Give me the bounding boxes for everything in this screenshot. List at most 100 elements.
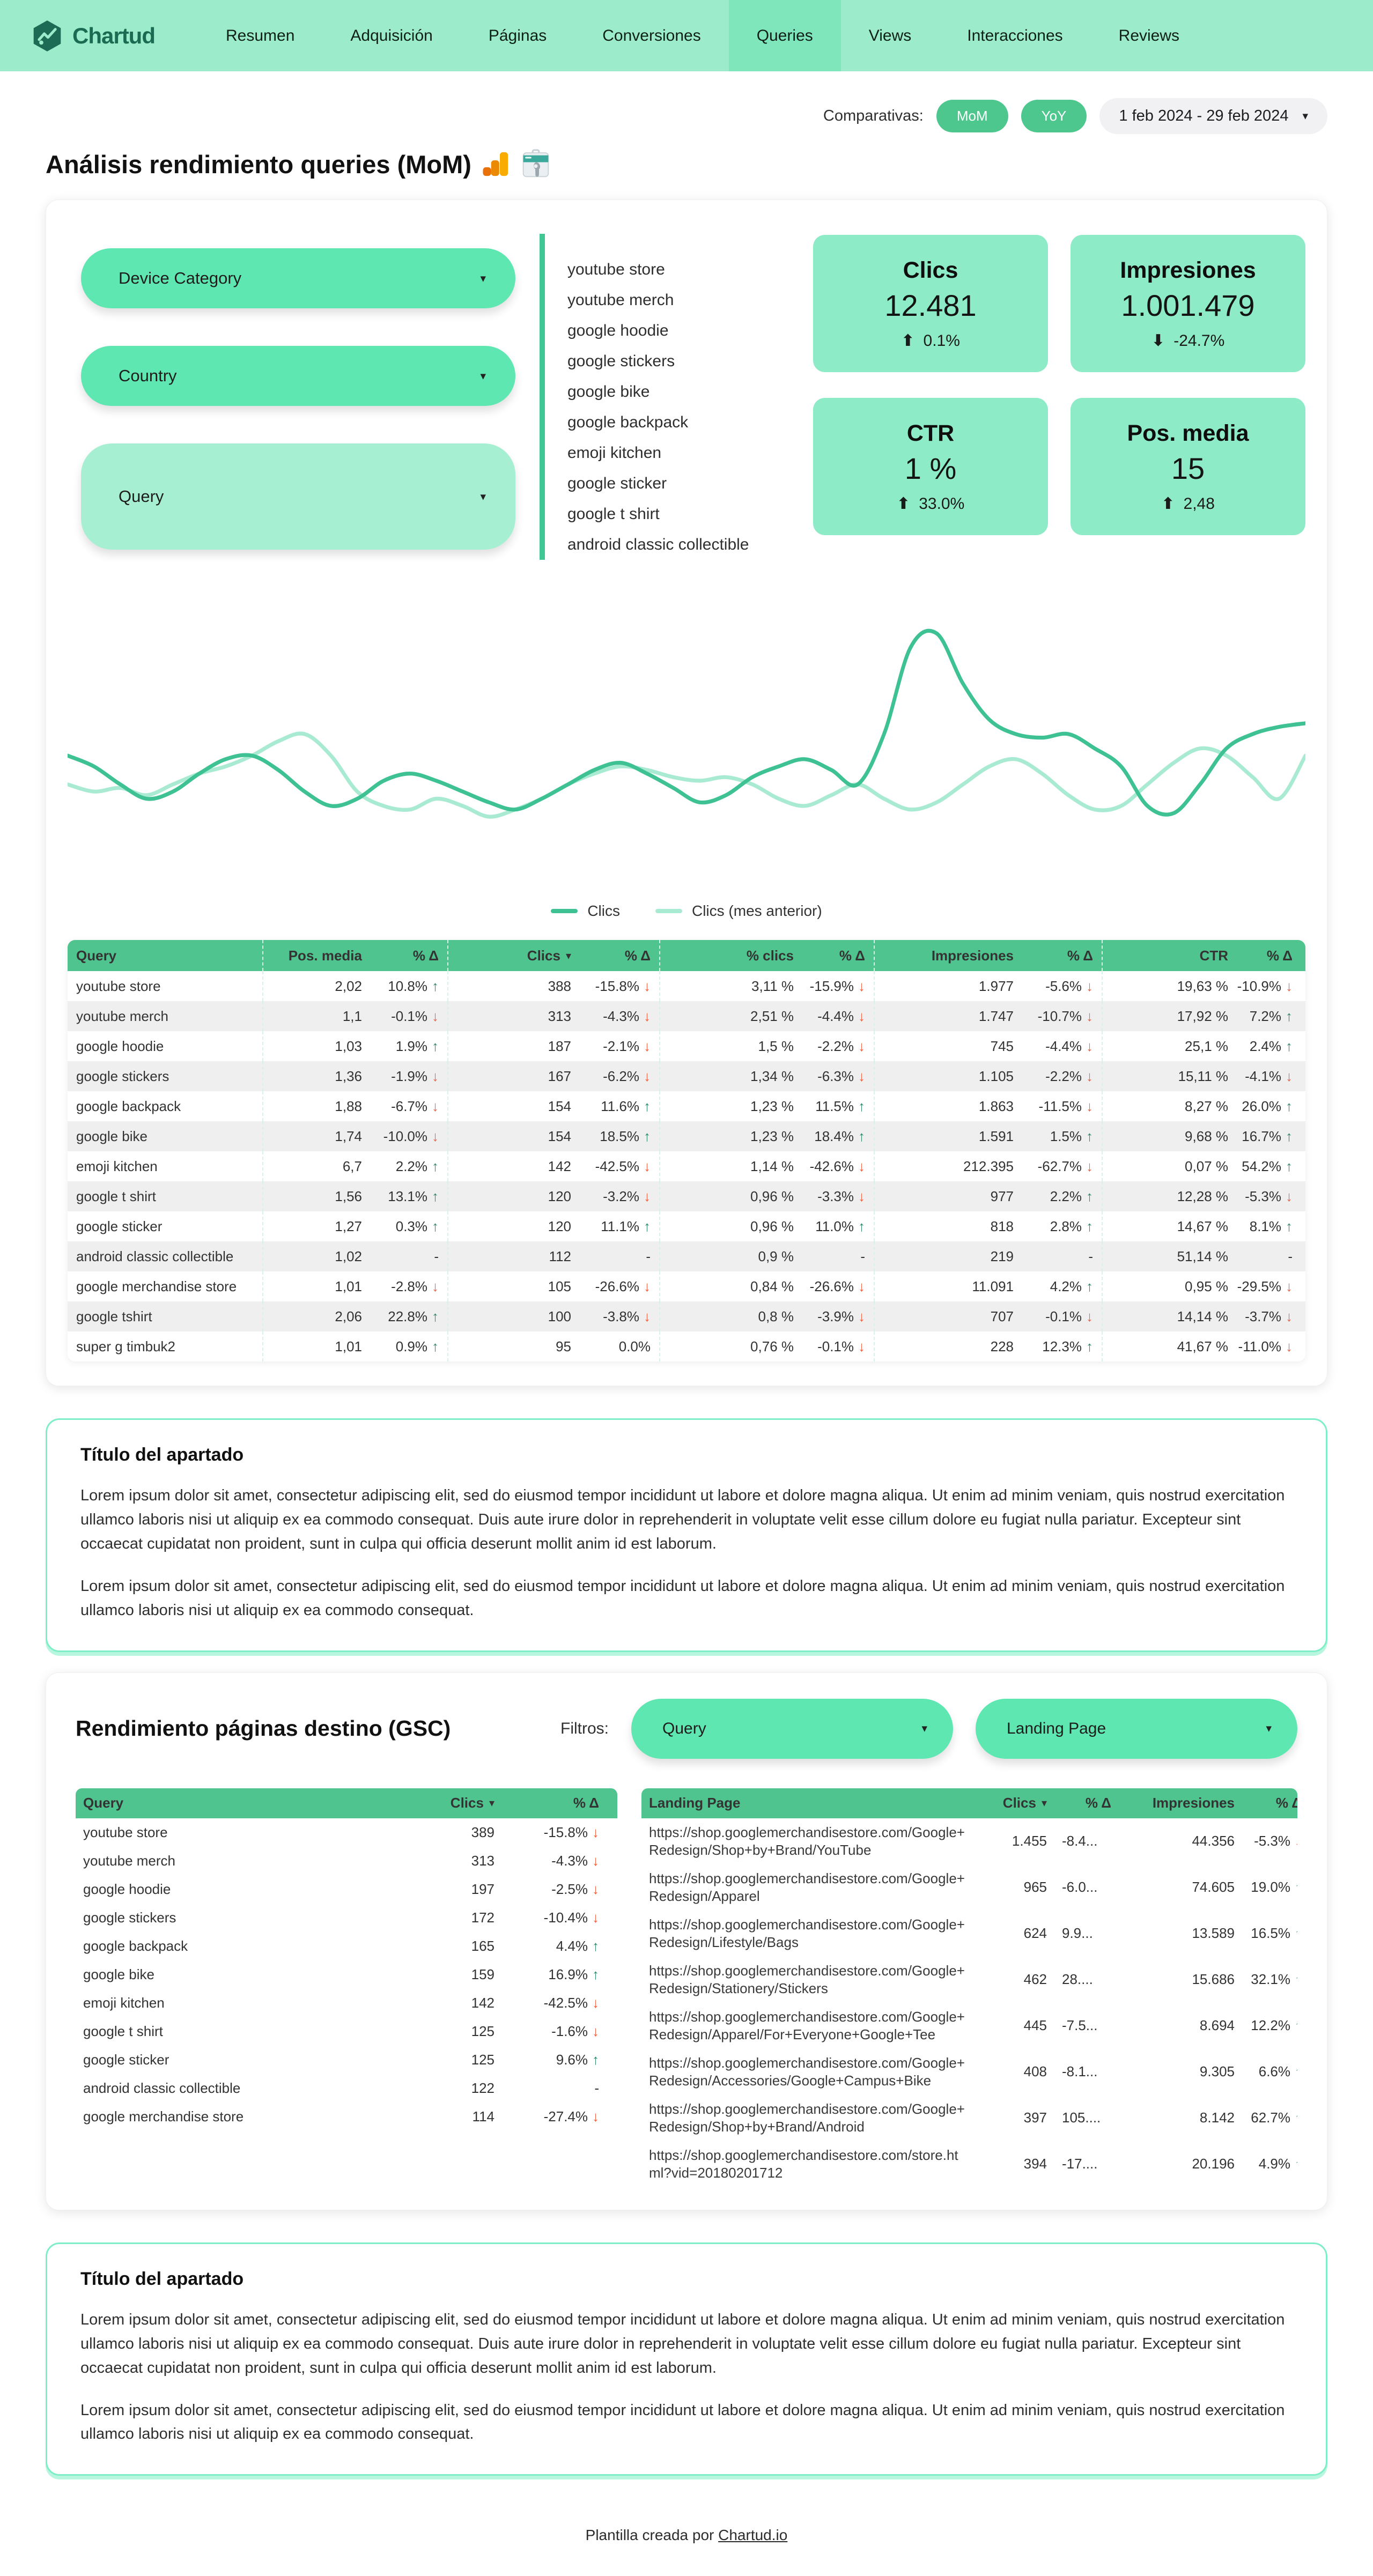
cell: 624 bbox=[1023, 1925, 1047, 1942]
gsc-header-row: Rendimiento páginas destino (GSC) Filtro… bbox=[76, 1698, 1297, 1759]
yoy-button[interactable]: YoY bbox=[1021, 100, 1087, 132]
table-row: https://shop.googlemerchandisestore.com/… bbox=[641, 2049, 1297, 2095]
cell: 9.6% ↑ bbox=[502, 2046, 607, 2074]
delta-value: 11.5% bbox=[815, 1098, 854, 1114]
cell: 8.1% ↑ bbox=[1237, 1211, 1301, 1241]
table-row: youtube store 389 -15.8% ↓ bbox=[76, 1818, 617, 1847]
cell: 14,67 % bbox=[1177, 1218, 1228, 1234]
legend-swatch bbox=[551, 909, 578, 913]
cell: google merchandise store bbox=[83, 2108, 244, 2125]
delta-down-icon: ↓ bbox=[432, 1098, 439, 1114]
cell: 11.5% ↑ bbox=[802, 1091, 875, 1121]
table-row: google t shirt 125 -1.6% ↓ bbox=[76, 2017, 617, 2046]
gsc-landing-dropdown[interactable]: Landing Page ▾ bbox=[976, 1698, 1297, 1759]
delta-up-icon: ↑ bbox=[1086, 1218, 1093, 1234]
delta-value: 10.8% bbox=[388, 978, 427, 994]
table-row: google t shirt 1,56 13.1% ↑ 120 -3.2% ↓ 0,96 % -… bbox=[68, 1181, 1305, 1211]
device-category-dropdown[interactable]: Device Category ▾ bbox=[81, 248, 515, 308]
column-header-query: Query bbox=[68, 940, 263, 971]
cell: -3.7% ↓ bbox=[1237, 1301, 1301, 1331]
cell: 6,7 bbox=[342, 1158, 362, 1174]
delta-up-icon: ↑ bbox=[1295, 2156, 1297, 2172]
cell: google stickers bbox=[68, 1061, 263, 1091]
brand-logo: Chartud bbox=[29, 18, 156, 54]
cell: 120 bbox=[548, 1188, 571, 1204]
cell: 11.091 bbox=[972, 1278, 1014, 1294]
cell: 95 bbox=[556, 1338, 571, 1354]
delta-up-icon: ↑ bbox=[432, 1158, 439, 1174]
cell: -15.8% ↓ bbox=[502, 1818, 607, 1847]
cell: 154 bbox=[548, 1128, 571, 1144]
delta-value: -4.3% bbox=[603, 1008, 639, 1024]
brand-name: Chartud bbox=[72, 23, 156, 48]
column-header[interactable]: Clics ▾ bbox=[527, 947, 571, 964]
tab-adquisici-n[interactable]: Adquisición bbox=[350, 26, 433, 45]
delta-value: 105.... bbox=[1062, 2109, 1101, 2126]
cell: 12,28 % bbox=[1177, 1188, 1228, 1204]
delta-down-icon: ↓ bbox=[432, 1008, 439, 1024]
tab-p-ginas[interactable]: Páginas bbox=[488, 26, 547, 45]
chartud-link[interactable]: Chartud.io bbox=[718, 2527, 788, 2544]
delta-down-icon: ↓ bbox=[858, 1008, 865, 1024]
cell: 0,84 % bbox=[750, 1278, 794, 1294]
delta-down-icon: ↓ bbox=[1286, 1308, 1293, 1324]
cell: 172 bbox=[471, 1909, 494, 1926]
delta-value: -6.2% bbox=[603, 1068, 639, 1084]
cell: 26.0% ↑ bbox=[1237, 1091, 1301, 1121]
delta-down-icon: ↓ bbox=[644, 1068, 651, 1084]
delta-value: -5.3% bbox=[1245, 1188, 1281, 1204]
column-header[interactable]: Clics ▾ bbox=[450, 1795, 494, 1811]
delta-down-icon: ↓ bbox=[858, 1338, 865, 1354]
delta-value: -26.6% bbox=[595, 1278, 639, 1294]
cell: -2.2% ↓ bbox=[1022, 1061, 1103, 1091]
delta-value: 16.9% bbox=[548, 1966, 588, 1982]
delta-down-icon: ↓ bbox=[592, 1881, 599, 1897]
cell: https://shop.googlemerchandisestore.com/… bbox=[649, 2054, 965, 2089]
tab-views[interactable]: Views bbox=[868, 26, 912, 45]
column-header[interactable]: Clics ▾ bbox=[1002, 1795, 1047, 1811]
cell: 0.0% bbox=[580, 1331, 660, 1361]
tab-conversiones[interactable]: Conversiones bbox=[602, 26, 701, 45]
date-range-picker[interactable]: 1 feb 2024 - 29 feb 2024 ▾ bbox=[1099, 98, 1327, 134]
delta-value: - bbox=[860, 1248, 865, 1264]
table-row: google hoodie 1,03 1.9% ↑ 187 -2.1% ↓ 1,5 % -2.2… bbox=[68, 1031, 1305, 1061]
delta-down-icon: ↓ bbox=[1086, 1008, 1093, 1024]
cell: 125 bbox=[471, 2023, 494, 2039]
delta-value: 18.4% bbox=[814, 1128, 854, 1144]
mom-button[interactable]: MoM bbox=[936, 100, 1008, 132]
table-row: https://shop.googlemerchandisestore.com/… bbox=[641, 1864, 1297, 1911]
line-chart-canvas bbox=[68, 628, 1305, 819]
delta-down-icon: ↓ bbox=[1086, 1098, 1093, 1114]
tab-interacciones[interactable]: Interacciones bbox=[967, 26, 1063, 45]
tab-reviews[interactable]: Reviews bbox=[1118, 26, 1180, 45]
delta-down-icon: ↓ bbox=[858, 978, 865, 994]
delta-value: -27.4% bbox=[543, 2108, 588, 2125]
delta-value: 19.0% bbox=[1251, 1879, 1290, 1896]
cell: 818 bbox=[990, 1218, 1014, 1234]
kpi-value: 1.001.479 bbox=[1121, 288, 1255, 322]
query-list-item: emoji kitchen bbox=[567, 444, 662, 462]
cell: 1,56 bbox=[335, 1188, 362, 1204]
cell: 0.3% ↑ bbox=[371, 1211, 448, 1241]
gsc-query-dropdown[interactable]: Query ▾ bbox=[631, 1698, 953, 1759]
delta-down-icon: ↓ bbox=[432, 1128, 439, 1144]
delta-value: -10.4% bbox=[543, 1909, 588, 1926]
delta-up-icon: ↑ bbox=[592, 2051, 599, 2068]
cell: -7.5... bbox=[1054, 2011, 1119, 2040]
cell: -42.5% ↓ bbox=[580, 1151, 660, 1181]
delta-value: 16.7% bbox=[1242, 1128, 1281, 1144]
delta-value: -4.4% bbox=[817, 1008, 854, 1024]
tab-resumen[interactable]: Resumen bbox=[226, 26, 295, 45]
country-dropdown[interactable]: Country ▾ bbox=[81, 346, 515, 406]
tab-queries[interactable]: Queries bbox=[728, 0, 841, 71]
cell: 2,51 % bbox=[750, 1008, 794, 1024]
query-dropdown[interactable]: Query ▾ bbox=[81, 443, 515, 550]
delta-down-icon: ↓ bbox=[432, 1278, 439, 1294]
cell: 1,02 bbox=[335, 1248, 362, 1264]
delta-value: -15.8% bbox=[543, 1824, 588, 1840]
delta-value: -2.2% bbox=[817, 1038, 854, 1054]
cell: -2.1% ↓ bbox=[580, 1031, 660, 1061]
delta-down-icon: ↓ bbox=[592, 1994, 599, 2011]
table-row: android classic collectible 122 - bbox=[76, 2074, 617, 2103]
delta-up-icon: ↑ bbox=[432, 1038, 439, 1054]
